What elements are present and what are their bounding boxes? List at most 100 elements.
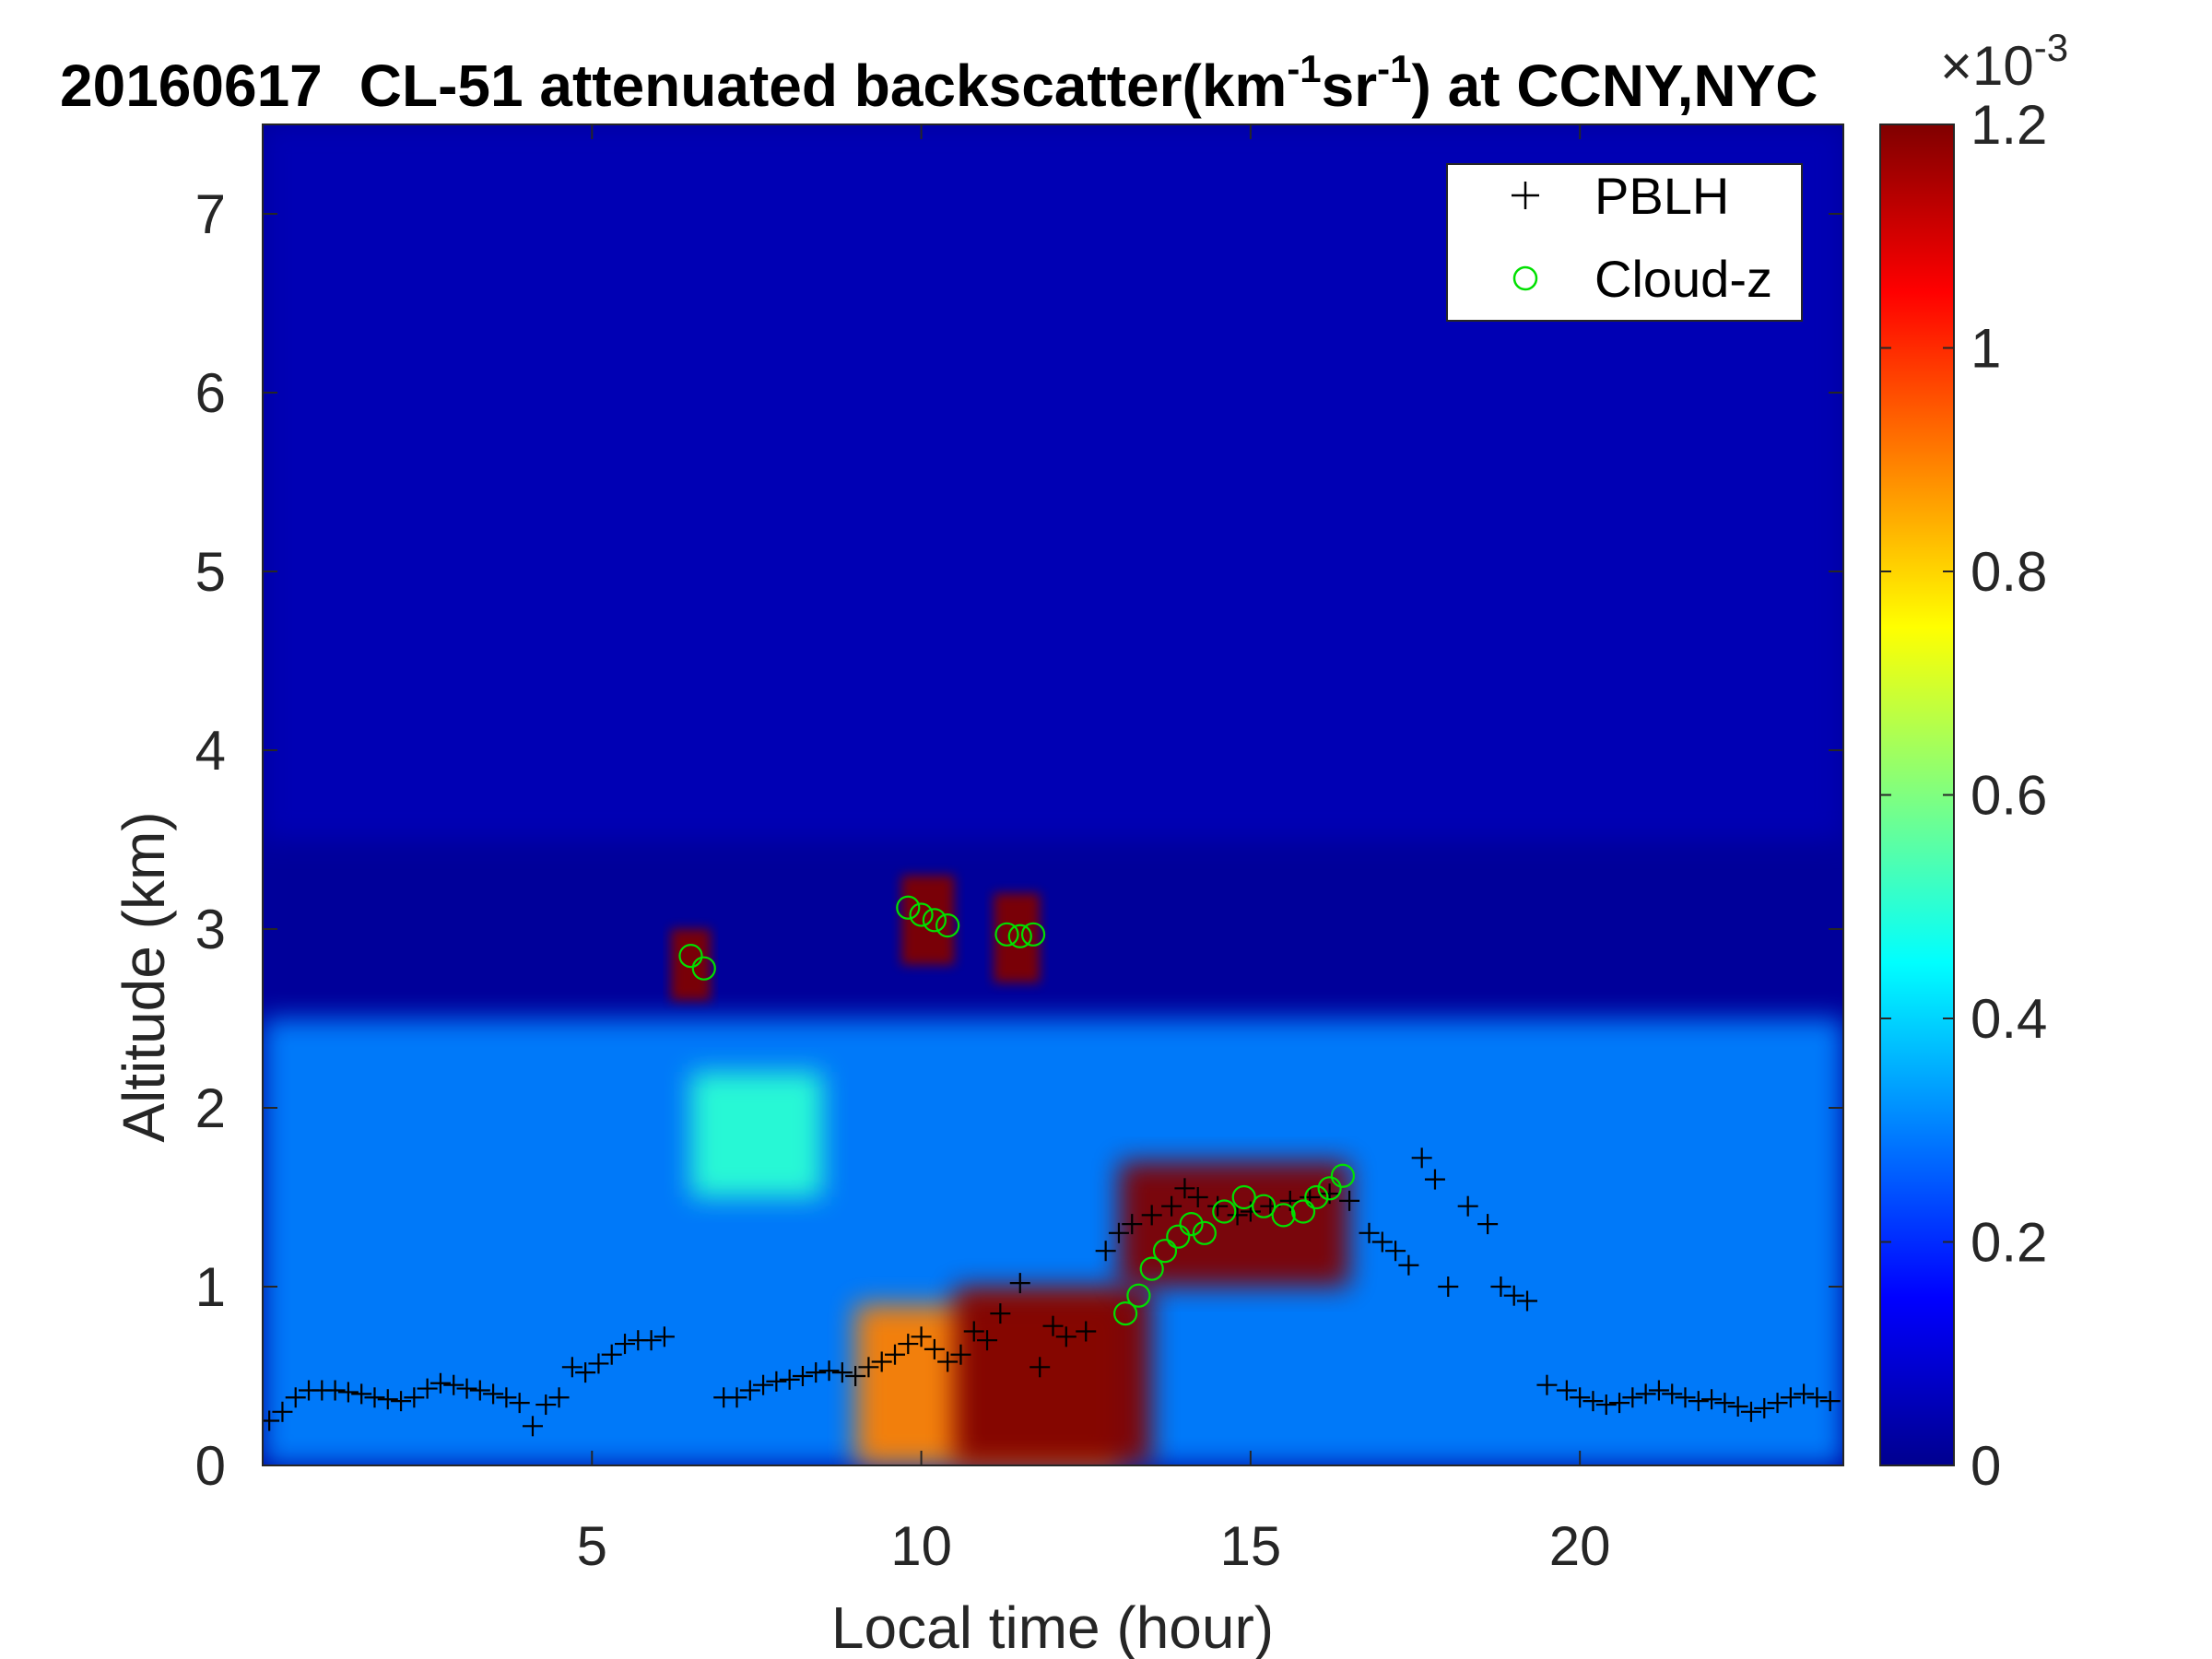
pblh-marker: [818, 1360, 840, 1382]
heatmap-plot-area: [263, 124, 1843, 1465]
x-tick-label: 5: [577, 1515, 607, 1577]
pblh-marker: [324, 1380, 346, 1401]
pblh-marker: [1279, 1190, 1300, 1211]
pblh-marker: [1076, 1321, 1097, 1342]
pblh-marker: [417, 1378, 438, 1399]
pblh-marker: [653, 1326, 675, 1347]
pblh-marker: [1648, 1380, 1669, 1401]
legend-box: [1446, 163, 1803, 322]
heatmap-cells: [263, 124, 1843, 1465]
pblh-marker: [1300, 1187, 1321, 1207]
cloud-z-marker: [896, 895, 921, 920]
pblh-marker: [845, 1366, 866, 1386]
y-axis: 0 1 2 3 4 5 6 7: [195, 183, 1843, 1497]
pblh-marker: [1754, 1397, 1775, 1418]
pblh-marker: [950, 1344, 971, 1365]
colorbar-ticks: 0 0.2 0.4 0.6 0.8 1 1.2: [1880, 94, 2047, 1497]
title-date: 20160617: [60, 53, 323, 119]
pblh-marker: [1688, 1391, 1709, 1412]
colorbar-tick-label: 1: [1971, 318, 2001, 380]
x-tick-label: 20: [1549, 1515, 1611, 1577]
cloud-z-series: [678, 895, 1356, 1326]
pblh-marker: [1207, 1195, 1229, 1217]
pblh-marker: [1055, 1326, 1077, 1347]
pblh-marker: [429, 1372, 451, 1394]
pblh-marker: [1227, 1205, 1248, 1226]
pblh-marker: [351, 1383, 372, 1405]
pblh-marker: [364, 1387, 385, 1408]
pblh-marker: [1030, 1357, 1051, 1378]
pblh-marker: [469, 1380, 490, 1401]
pblh-marker: [1570, 1387, 1591, 1408]
title-middle: sr: [1322, 53, 1378, 119]
title-prefix: CL-51 attenuated backscatter(km: [359, 53, 1288, 119]
colorbar-multiplier-base: ×10: [1940, 35, 2034, 97]
pblh-marker: [1174, 1178, 1195, 1199]
pblh-marker: [977, 1330, 998, 1351]
cloud-z-marker: [1152, 1239, 1178, 1264]
colorbar-tick-label: 0: [1971, 1435, 2001, 1497]
pblh-marker: [1371, 1231, 1393, 1253]
pblh-marker: [963, 1321, 984, 1342]
pblh-marker: [1398, 1254, 1419, 1276]
colorbar: 0 0.2 0.4 0.6 0.8 1 1.2 ×10-3: [1879, 26, 2068, 1497]
cloud-z-marker: [994, 922, 1019, 947]
pblh-marker: [1780, 1387, 1801, 1408]
pblh-marker: [456, 1378, 477, 1399]
pblh-marker: [1240, 1201, 1261, 1222]
y-axis-label: Altitude (km): [111, 811, 177, 1142]
cloud-z-marker: [1126, 1283, 1151, 1308]
cloud-z-marker: [922, 908, 947, 933]
title-exp2: -1: [1377, 47, 1411, 90]
pblh-marker: [1675, 1387, 1696, 1408]
pblh-marker: [1122, 1214, 1143, 1235]
pblh-marker: [1319, 1183, 1340, 1205]
pblh-marker: [924, 1338, 945, 1359]
pblh-marker: [1806, 1387, 1828, 1408]
y-tick-label: 3: [195, 899, 226, 960]
y-tick-label: 1: [195, 1256, 226, 1318]
pblh-marker: [898, 1334, 919, 1355]
colorbar-tick-label: 0.4: [1971, 988, 2047, 1050]
y-tick-label: 0: [195, 1435, 226, 1497]
pblh-marker: [885, 1344, 905, 1365]
pblh-marker: [1411, 1147, 1432, 1169]
pblh-marker: [1490, 1277, 1512, 1297]
colorbar-tick-label: 0.8: [1971, 541, 2047, 603]
cloud-z-marker: [909, 902, 934, 927]
cloud-z-marker: [691, 956, 716, 981]
pblh-marker: [615, 1334, 636, 1355]
cloud-z-marker: [1231, 1184, 1256, 1210]
pblh-marker: [858, 1357, 879, 1378]
x-axis-label: Local time (hour): [831, 1594, 1274, 1659]
pblh-marker: [404, 1387, 425, 1408]
cloud-z-marker: [1317, 1176, 1342, 1201]
x-tick-label: 15: [1220, 1515, 1282, 1577]
pblh-marker: [911, 1326, 932, 1347]
x-axis: 5 10 15 20: [577, 124, 1611, 1577]
colorbar-tick-label: 1.2: [1971, 94, 2047, 156]
pblh-marker: [1517, 1290, 1537, 1312]
title-exp1: -1: [1287, 47, 1321, 90]
pblh-marker: [1622, 1387, 1643, 1408]
heatmap-cell: [954, 1287, 1152, 1465]
colorbar-tick-label: 0.2: [1971, 1212, 2047, 1274]
pblh-marker: [779, 1369, 800, 1390]
pblh-marker: [990, 1303, 1011, 1324]
cloud-z-marker: [1113, 1300, 1138, 1326]
pblh-marker: [1161, 1195, 1182, 1217]
pblh-marker: [871, 1351, 892, 1372]
cloud-z-marker: [1166, 1224, 1191, 1249]
colorbar-multiplier: ×10-3: [1940, 26, 2068, 97]
pblh-marker: [1794, 1383, 1815, 1405]
pblh-marker: [753, 1374, 774, 1395]
cloud-z-marker: [1192, 1220, 1217, 1245]
pblh-marker: [1609, 1393, 1630, 1414]
pblh-marker: [1359, 1222, 1380, 1243]
cloud-z-marker: [935, 913, 960, 938]
heatmap-cell: [690, 1072, 823, 1197]
pblh-marker: [937, 1351, 959, 1372]
chart-title: 20160617 CL-51 attenuated backscatter(km-…: [60, 47, 1818, 119]
cloud-z-marker: [678, 943, 703, 969]
